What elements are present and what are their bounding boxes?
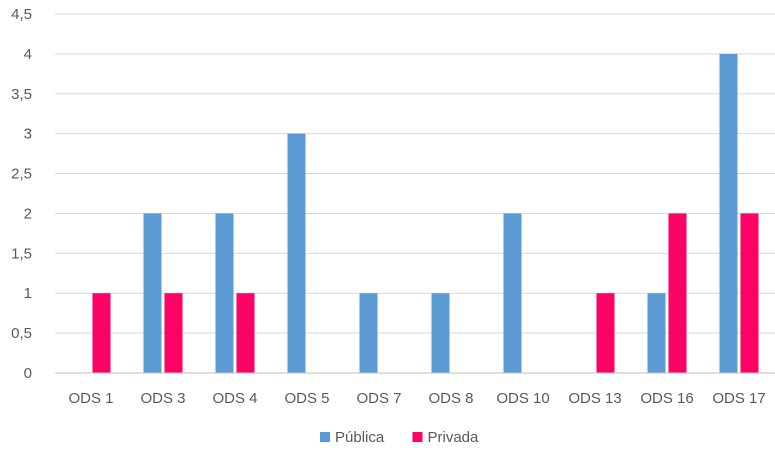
legend-label: Privada [428,429,480,446]
bar-publica-ods-17 [719,53,738,374]
y-tick-label: 3,5 [11,86,32,103]
y-tick-label: 0,5 [11,325,32,342]
bar-publica-ods-10 [503,213,522,373]
bar-privada-ods-4 [236,293,255,373]
x-tick-label: ODS 10 [496,390,549,407]
legend-swatch [320,432,330,442]
y-tick-label: 2,5 [11,166,32,183]
bar-privada-ods-13 [596,293,615,373]
bar-privada-ods-17 [740,213,759,373]
bar-publica-ods-5 [287,133,306,373]
x-tick-label: ODS 3 [140,390,185,407]
x-tick-label: ODS 5 [284,390,329,407]
gridlines [55,13,775,334]
legend-label: Pública [335,429,385,446]
x-tick-label: ODS 1 [68,390,113,407]
legend: Pública Privada [320,429,479,446]
legend-swatch [412,432,423,442]
y-axis-ticks: 0 0,5 1 1,5 2 2,5 3 3,5 4 4,5 [11,6,32,382]
y-tick-label: 1 [24,285,32,302]
x-tick-label: ODS 7 [356,390,401,407]
y-tick-label: 4 [24,46,32,63]
y-tick-label: 3 [24,126,32,143]
y-tick-label: 1,5 [11,245,32,262]
bar-publica-ods-4 [215,213,234,373]
y-tick-label: 4,5 [11,6,32,23]
x-tick-label: ODS 17 [712,390,765,407]
bar-privada-ods-3 [164,293,183,373]
y-tick-label: 2 [24,205,32,222]
bar-publica-ods-7 [359,293,378,373]
y-tick-label: 0 [24,365,32,382]
x-tick-label: ODS 13 [568,390,621,407]
x-tick-label: ODS 4 [212,390,257,407]
bar-publica-ods-16 [647,293,666,373]
bar-publica-ods-8 [431,293,450,373]
x-axis-ticks: ODS 1 ODS 3 ODS 4 ODS 5 ODS 7 ODS 8 ODS 10 ODS … [68,390,765,407]
bar-privada-ods-1 [92,293,111,373]
bars [92,53,759,374]
x-tick-label: ODS 16 [640,390,693,407]
bar-privada-ods-16 [668,213,687,373]
bar-publica-ods-3 [143,213,162,373]
x-tick-label: ODS 8 [428,390,473,407]
